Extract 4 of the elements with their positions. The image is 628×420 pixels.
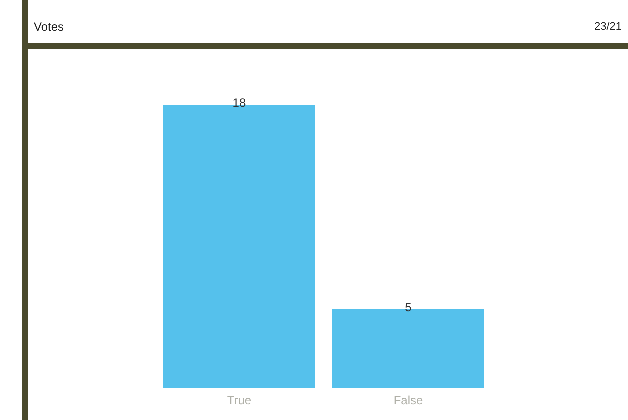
x-tick-label: True: [227, 394, 252, 408]
text: Votes: [34, 20, 64, 34]
x-tick-label: False: [394, 394, 424, 408]
text: 23/21: [594, 21, 622, 33]
